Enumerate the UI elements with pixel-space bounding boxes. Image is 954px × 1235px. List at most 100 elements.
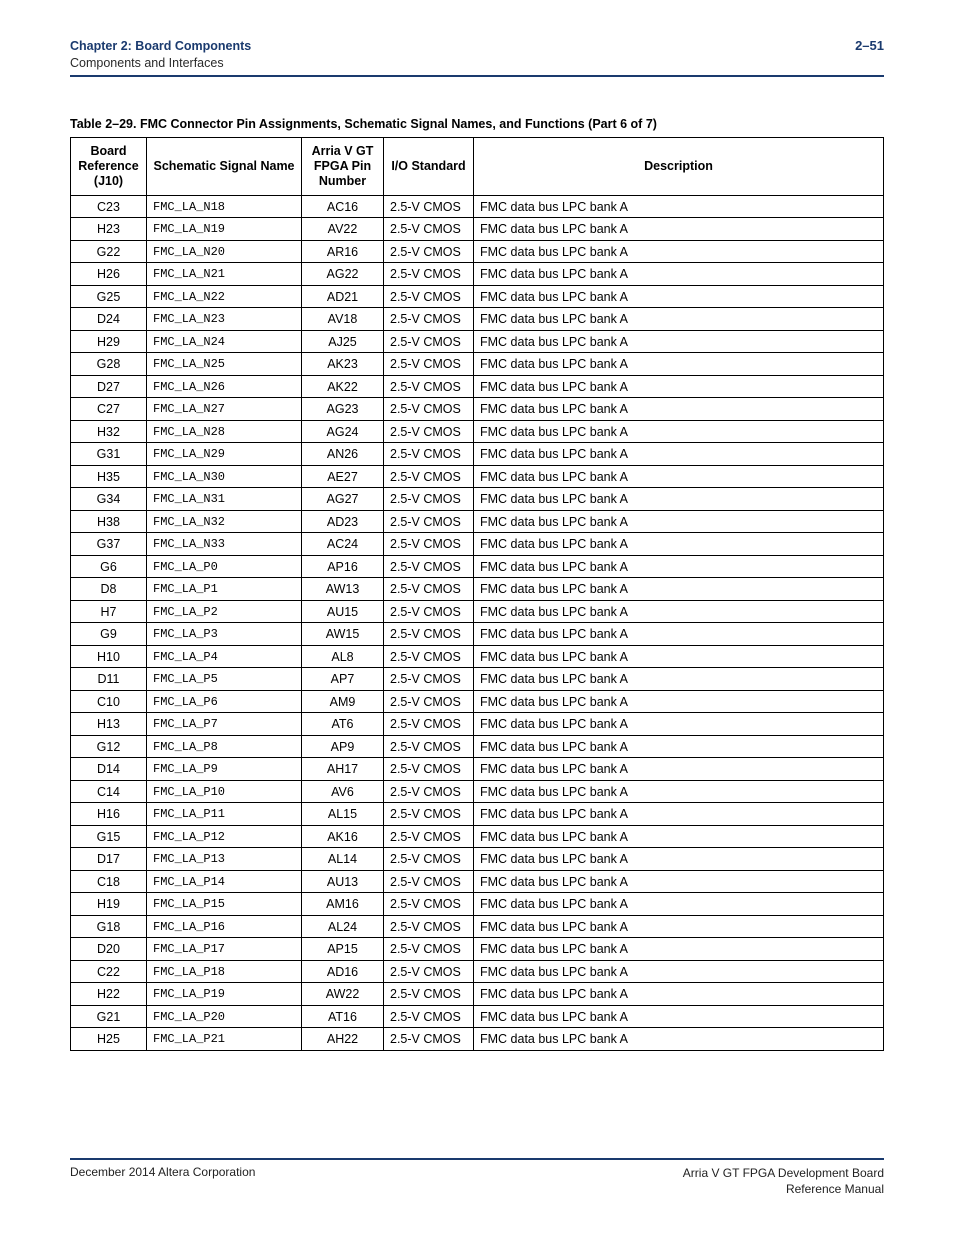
cell-description: FMC data bus LPC bank A [474, 510, 884, 533]
table-row: C18FMC_LA_P14AU132.5-V CMOSFMC data bus … [71, 870, 884, 893]
table-row: H13FMC_LA_P7AT62.5-V CMOSFMC data bus LP… [71, 713, 884, 736]
cell-fpga-pin: AG27 [302, 488, 384, 511]
footer-doc-subtitle: Reference Manual [683, 1181, 884, 1197]
cell-description: FMC data bus LPC bank A [474, 960, 884, 983]
cell-description: FMC data bus LPC bank A [474, 825, 884, 848]
cell-board-reference: G18 [71, 915, 147, 938]
cell-signal-name: FMC_LA_P0 [147, 555, 302, 578]
table-row: C22FMC_LA_P18AD162.5-V CMOSFMC data bus … [71, 960, 884, 983]
cell-description: FMC data bus LPC bank A [474, 465, 884, 488]
cell-signal-name: FMC_LA_N30 [147, 465, 302, 488]
cell-description: FMC data bus LPC bank A [474, 488, 884, 511]
cell-board-reference: G28 [71, 353, 147, 376]
cell-signal-name: FMC_LA_P19 [147, 983, 302, 1006]
cell-fpga-pin: AT6 [302, 713, 384, 736]
cell-board-reference: G37 [71, 533, 147, 556]
cell-description: FMC data bus LPC bank A [474, 758, 884, 781]
cell-board-reference: C18 [71, 870, 147, 893]
cell-description: FMC data bus LPC bank A [474, 938, 884, 961]
cell-fpga-pin: AE27 [302, 465, 384, 488]
cell-fpga-pin: AK16 [302, 825, 384, 848]
cell-io-standard: 2.5-V CMOS [384, 645, 474, 668]
cell-description: FMC data bus LPC bank A [474, 308, 884, 331]
cell-io-standard: 2.5-V CMOS [384, 983, 474, 1006]
cell-signal-name: FMC_LA_P6 [147, 690, 302, 713]
cell-fpga-pin: AD23 [302, 510, 384, 533]
cell-io-standard: 2.5-V CMOS [384, 240, 474, 263]
cell-fpga-pin: AJ25 [302, 330, 384, 353]
cell-fpga-pin: AL15 [302, 803, 384, 826]
cell-signal-name: FMC_LA_P18 [147, 960, 302, 983]
cell-board-reference: G9 [71, 623, 147, 646]
table-caption: Table 2–29. FMC Connector Pin Assignment… [70, 117, 884, 131]
cell-signal-name: FMC_LA_P10 [147, 780, 302, 803]
cell-fpga-pin: AV22 [302, 218, 384, 241]
cell-fpga-pin: AL24 [302, 915, 384, 938]
cell-description: FMC data bus LPC bank A [474, 645, 884, 668]
cell-io-standard: 2.5-V CMOS [384, 735, 474, 758]
cell-board-reference: H23 [71, 218, 147, 241]
cell-fpga-pin: AN26 [302, 443, 384, 466]
cell-board-reference: G25 [71, 285, 147, 308]
cell-description: FMC data bus LPC bank A [474, 848, 884, 871]
table-row: D27FMC_LA_N26AK222.5-V CMOSFMC data bus … [71, 375, 884, 398]
table-row: G31FMC_LA_N29AN262.5-V CMOSFMC data bus … [71, 443, 884, 466]
page-header: Chapter 2: Board Components Components a… [70, 38, 884, 77]
table-row: C23FMC_LA_N18AC162.5-V CMOSFMC data bus … [71, 195, 884, 218]
table-row: G21FMC_LA_P20AT162.5-V CMOSFMC data bus … [71, 1005, 884, 1028]
cell-description: FMC data bus LPC bank A [474, 263, 884, 286]
cell-signal-name: FMC_LA_N23 [147, 308, 302, 331]
cell-signal-name: FMC_LA_N28 [147, 420, 302, 443]
cell-io-standard: 2.5-V CMOS [384, 848, 474, 871]
chapter-title: Chapter 2: Board Components [70, 38, 251, 55]
cell-io-standard: 2.5-V CMOS [384, 893, 474, 916]
cell-board-reference: H19 [71, 893, 147, 916]
table-row: H35FMC_LA_N30AE272.5-V CMOSFMC data bus … [71, 465, 884, 488]
cell-description: FMC data bus LPC bank A [474, 533, 884, 556]
cell-signal-name: FMC_LA_N20 [147, 240, 302, 263]
cell-io-standard: 2.5-V CMOS [384, 510, 474, 533]
cell-description: FMC data bus LPC bank A [474, 983, 884, 1006]
cell-io-standard: 2.5-V CMOS [384, 758, 474, 781]
cell-signal-name: FMC_LA_P4 [147, 645, 302, 668]
cell-signal-name: FMC_LA_P5 [147, 668, 302, 691]
table-row: H38FMC_LA_N32AD232.5-V CMOSFMC data bus … [71, 510, 884, 533]
table-row: D14FMC_LA_P9AH172.5-V CMOSFMC data bus L… [71, 758, 884, 781]
cell-description: FMC data bus LPC bank A [474, 398, 884, 421]
cell-description: FMC data bus LPC bank A [474, 803, 884, 826]
cell-io-standard: 2.5-V CMOS [384, 825, 474, 848]
cell-fpga-pin: AR16 [302, 240, 384, 263]
table-row: H22FMC_LA_P19AW222.5-V CMOSFMC data bus … [71, 983, 884, 1006]
cell-board-reference: D11 [71, 668, 147, 691]
cell-signal-name: FMC_LA_N21 [147, 263, 302, 286]
cell-board-reference: D20 [71, 938, 147, 961]
cell-signal-name: FMC_LA_P12 [147, 825, 302, 848]
cell-fpga-pin: AG24 [302, 420, 384, 443]
table-row: H16FMC_LA_P11AL152.5-V CMOSFMC data bus … [71, 803, 884, 826]
cell-io-standard: 2.5-V CMOS [384, 600, 474, 623]
cell-io-standard: 2.5-V CMOS [384, 915, 474, 938]
cell-fpga-pin: AK23 [302, 353, 384, 376]
cell-signal-name: FMC_LA_P20 [147, 1005, 302, 1028]
cell-board-reference: H32 [71, 420, 147, 443]
cell-signal-name: FMC_LA_N29 [147, 443, 302, 466]
cell-description: FMC data bus LPC bank A [474, 623, 884, 646]
cell-signal-name: FMC_LA_P9 [147, 758, 302, 781]
cell-fpga-pin: AG23 [302, 398, 384, 421]
table-row: H23FMC_LA_N19AV222.5-V CMOSFMC data bus … [71, 218, 884, 241]
cell-io-standard: 2.5-V CMOS [384, 375, 474, 398]
cell-description: FMC data bus LPC bank A [474, 690, 884, 713]
cell-board-reference: D14 [71, 758, 147, 781]
cell-signal-name: FMC_LA_N26 [147, 375, 302, 398]
cell-board-reference: G12 [71, 735, 147, 758]
table-row: H25FMC_LA_P21AH222.5-V CMOSFMC data bus … [71, 1028, 884, 1051]
cell-description: FMC data bus LPC bank A [474, 600, 884, 623]
cell-board-reference: H26 [71, 263, 147, 286]
cell-fpga-pin: AG22 [302, 263, 384, 286]
table-row: D11FMC_LA_P5AP72.5-V CMOSFMC data bus LP… [71, 668, 884, 691]
cell-io-standard: 2.5-V CMOS [384, 870, 474, 893]
cell-fpga-pin: AP15 [302, 938, 384, 961]
cell-board-reference: C14 [71, 780, 147, 803]
cell-board-reference: D8 [71, 578, 147, 601]
cell-board-reference: G31 [71, 443, 147, 466]
